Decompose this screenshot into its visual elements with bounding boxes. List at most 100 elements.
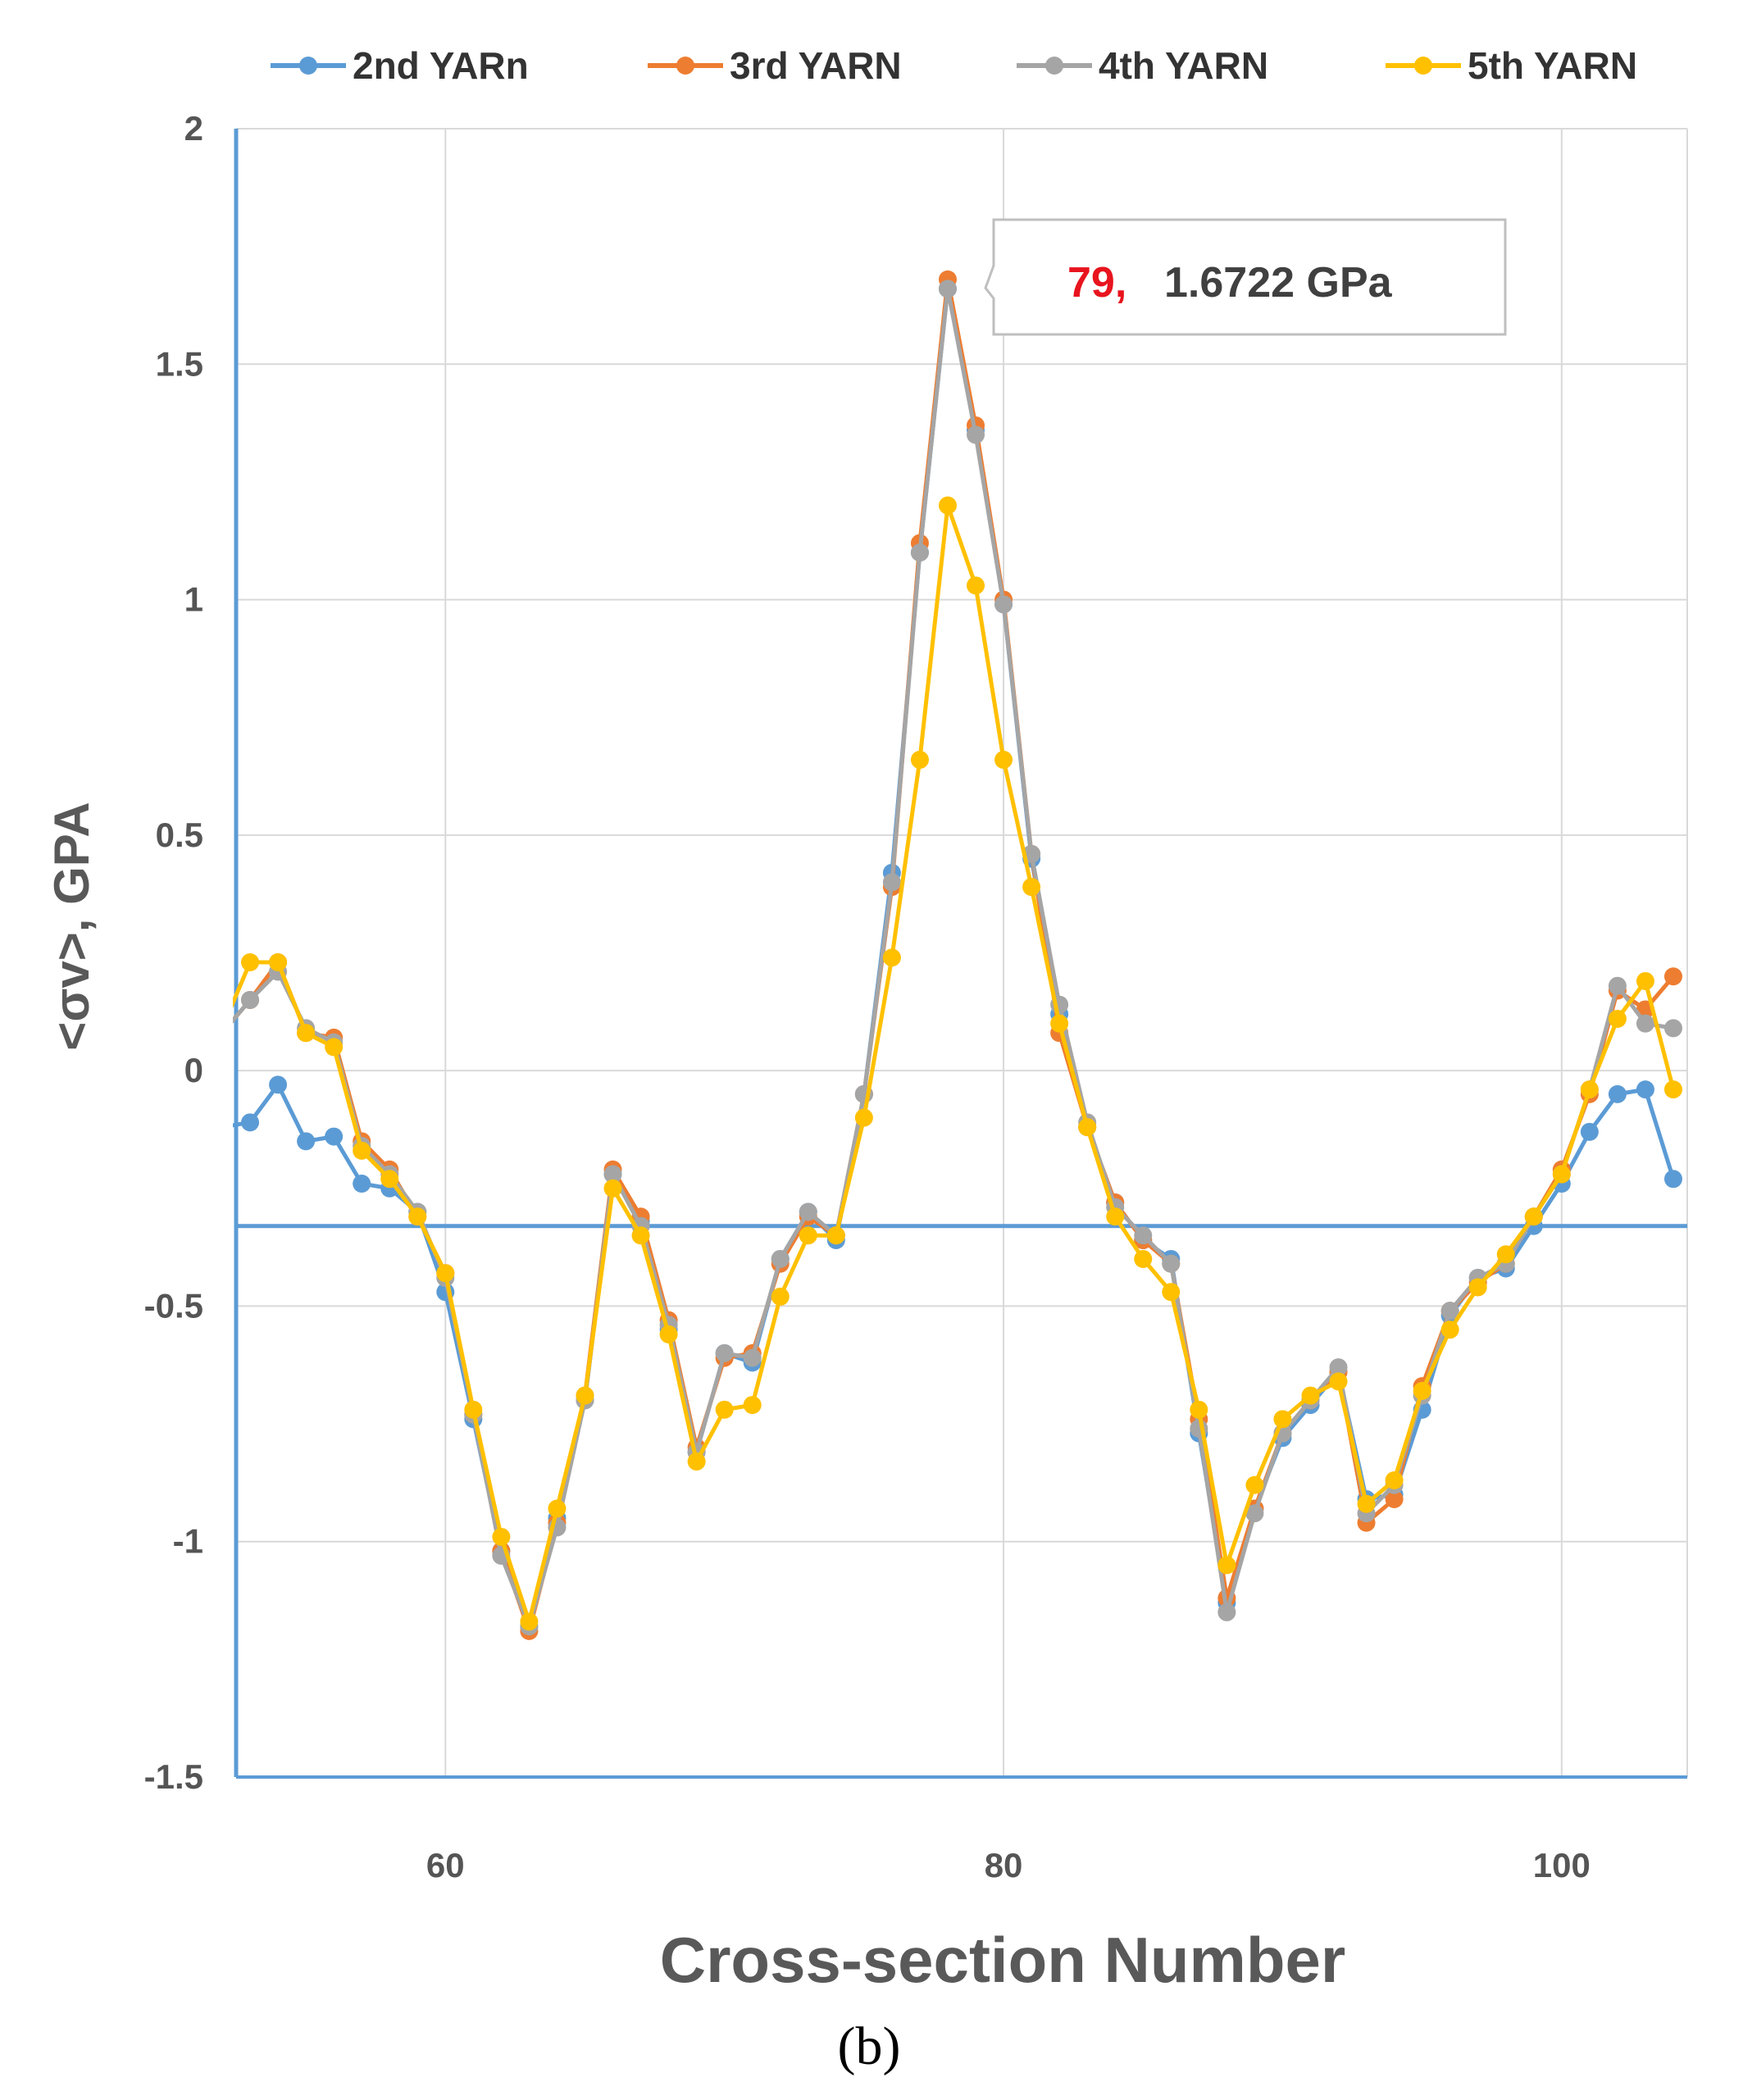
data-point	[520, 1612, 539, 1631]
data-point	[1329, 1358, 1348, 1377]
data-point	[1552, 1165, 1571, 1184]
legend-label: 5th YARN	[1468, 44, 1637, 87]
data-point	[269, 952, 288, 971]
data-point	[910, 750, 929, 769]
data-point	[241, 990, 260, 1009]
data-point	[659, 1325, 678, 1343]
data-point	[1385, 1471, 1404, 1490]
data-point	[631, 1226, 650, 1245]
x-tick-label: 100	[1533, 1846, 1591, 1884]
data-point	[436, 1264, 455, 1283]
data-point	[1134, 1226, 1153, 1245]
data-point	[1273, 1410, 1292, 1429]
series-group	[233, 270, 1682, 1640]
data-point	[967, 576, 985, 595]
legend: 2nd YARn 3rd YARN 4th YARN 5th YARN	[271, 44, 1637, 87]
data-point	[1190, 1400, 1208, 1419]
data-point	[241, 1113, 260, 1132]
data-point	[1162, 1254, 1181, 1273]
y-tick-label: 0	[184, 1051, 203, 1089]
data-point	[1608, 1009, 1627, 1028]
data-point	[1636, 1080, 1654, 1099]
legend-swatch-marker	[299, 57, 317, 75]
axes	[234, 129, 1687, 1779]
data-point	[938, 280, 957, 298]
data-point	[1385, 1490, 1404, 1509]
callout-value-label: 1.6722 GPa	[1164, 259, 1393, 307]
data-point	[603, 1165, 622, 1184]
data-point	[1134, 1249, 1153, 1268]
y-axis-title: <σv>, GPA	[44, 802, 99, 1050]
data-point	[910, 543, 929, 562]
data-point	[1636, 971, 1654, 990]
data-point	[603, 1179, 622, 1198]
data-point	[715, 1400, 734, 1419]
data-point	[1413, 1381, 1431, 1400]
callout-box	[984, 218, 1507, 336]
legend-swatch-marker	[1045, 57, 1063, 75]
y-tick-label: 0.5	[156, 816, 203, 854]
data-point	[882, 948, 901, 967]
data-point	[325, 1127, 344, 1146]
data-point	[1663, 1080, 1682, 1099]
data-point	[1663, 1170, 1682, 1189]
data-point	[492, 1527, 511, 1546]
data-point	[1440, 1320, 1459, 1339]
data-point	[1022, 878, 1041, 897]
gridlines	[236, 128, 1688, 1778]
data-point	[1440, 1302, 1459, 1320]
legend-label: 2nd YARn	[353, 44, 529, 87]
data-point	[1050, 1014, 1069, 1033]
data-point	[325, 1038, 344, 1057]
data-point	[1608, 976, 1627, 995]
data-point	[380, 1170, 399, 1189]
legend-label: 3rd YARN	[730, 44, 902, 87]
data-point	[799, 1226, 817, 1245]
data-point	[1663, 967, 1682, 986]
data-point	[1245, 1504, 1264, 1523]
data-point	[464, 1400, 483, 1419]
data-point	[1106, 1207, 1125, 1226]
legend-swatch-marker	[1414, 57, 1432, 75]
legend-swatch-marker	[676, 57, 694, 75]
data-point	[1301, 1386, 1320, 1405]
callout-x-label: 79,	[1067, 259, 1126, 307]
figure-caption: (b)	[838, 2016, 901, 2076]
data-point	[715, 1343, 734, 1362]
y-tick-label: 2	[184, 109, 203, 148]
data-point	[1524, 1207, 1543, 1226]
data-point	[297, 1024, 316, 1043]
data-point	[687, 1452, 706, 1471]
data-point	[854, 1108, 873, 1127]
data-point	[353, 1141, 371, 1160]
data-point	[1580, 1080, 1599, 1099]
data-point	[771, 1249, 790, 1268]
y-tick-label: -1	[173, 1522, 203, 1561]
data-point	[1580, 1122, 1599, 1141]
data-point	[1078, 1118, 1097, 1137]
data-point	[799, 1202, 817, 1221]
x-tick-label: 80	[985, 1846, 1023, 1884]
data-point	[1608, 1084, 1627, 1103]
data-point	[743, 1348, 762, 1367]
data-point	[408, 1207, 427, 1226]
data-point	[994, 750, 1013, 769]
data-callout: 79, 1.6722 GPa	[984, 218, 1507, 336]
data-point	[743, 1396, 762, 1415]
legend-label: 4th YARN	[1099, 44, 1268, 87]
data-point	[967, 425, 985, 444]
data-point	[1217, 1556, 1236, 1575]
y-tick-label: -0.5	[144, 1286, 203, 1325]
data-point	[1217, 1602, 1236, 1621]
data-point	[1357, 1494, 1376, 1513]
data-point	[994, 595, 1013, 614]
data-point	[1162, 1283, 1181, 1302]
y-tick-label: 1	[184, 580, 203, 619]
data-point	[882, 873, 901, 892]
data-point	[1496, 1245, 1515, 1264]
series-5-group	[233, 496, 1682, 1631]
data-point	[1468, 1278, 1487, 1297]
data-point	[1663, 1019, 1682, 1038]
